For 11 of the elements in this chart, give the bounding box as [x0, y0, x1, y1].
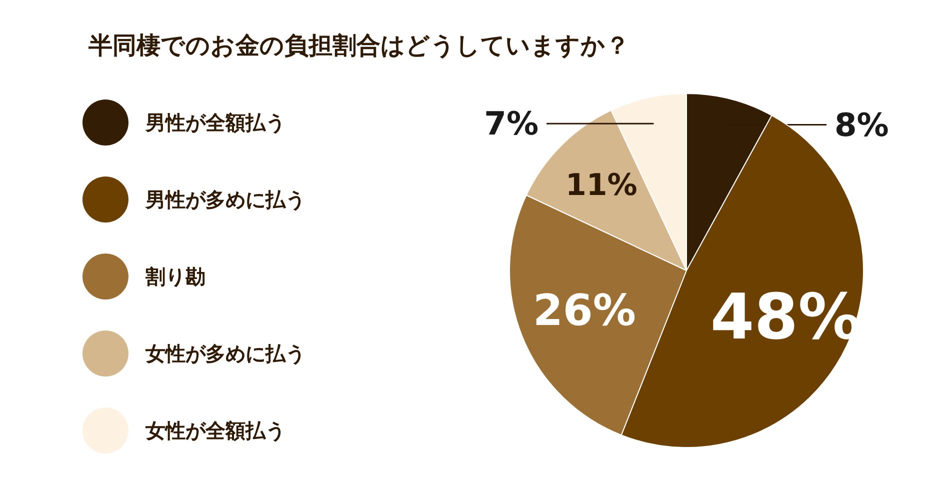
legend-label: 割り勘 [144, 264, 206, 288]
legend-label: 女性が全額払う [144, 418, 286, 442]
legend-label: 男性が多めに払う [144, 188, 306, 212]
data-label: 26% [533, 286, 636, 336]
legend-label: 女性が多めに払う [144, 342, 306, 366]
data-label: 11% [565, 168, 638, 203]
chart-title: 半同棲でのお金の負担割合はどうしていますか？ [88, 32, 630, 60]
data-label: 7% [484, 104, 538, 143]
legend-label: 男性が全額払う [144, 110, 286, 134]
data-label: 48% [710, 280, 862, 354]
data-label: 8% [834, 106, 889, 144]
